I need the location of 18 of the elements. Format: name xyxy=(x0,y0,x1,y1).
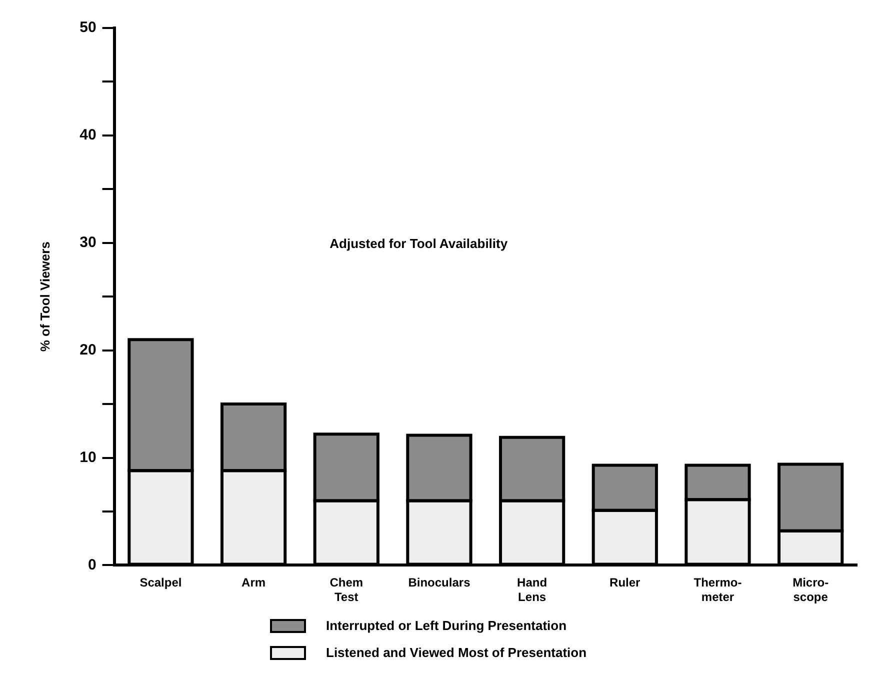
x-tick-label: Arm xyxy=(242,576,266,590)
y-tick-label: 20 xyxy=(80,341,96,358)
x-tick-label: Binoculars xyxy=(408,576,471,590)
annotation: Adjusted for Tool Availability xyxy=(330,236,508,251)
legend-label: Interrupted or Left During Presentation xyxy=(326,618,567,633)
x-tick-label: Ruler xyxy=(610,576,641,590)
x-tick-label: Hand Lens xyxy=(517,576,548,604)
x-tick-label: Scalpel xyxy=(140,576,182,590)
x-tick-label: Micro-scope xyxy=(792,576,829,604)
y-tick-label: 0 xyxy=(88,556,96,574)
legend-label: Listened and Viewed Most of Presentation xyxy=(326,645,587,660)
x-tick-label: Chem Test xyxy=(330,576,364,604)
y-tick-label: 30 xyxy=(80,234,96,252)
y-axis-title: % of Tool Viewers xyxy=(37,242,52,352)
y-tick-label: 50 xyxy=(80,19,96,36)
y-tick-label: 10 xyxy=(80,448,96,466)
x-tick-label: Thermo-meter xyxy=(694,576,742,604)
y-tick-label: 40 xyxy=(80,126,96,144)
